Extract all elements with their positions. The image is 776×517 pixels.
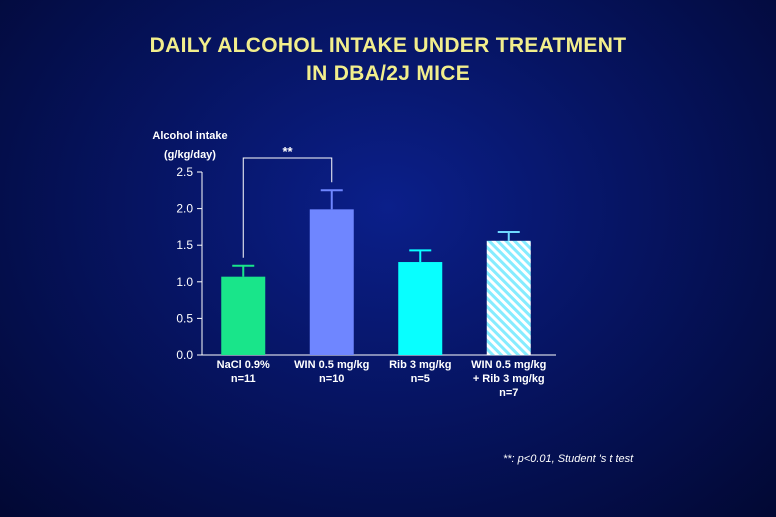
bar-4 [486,240,531,355]
category-label-2: WIN 0.5 mg/kg [294,359,369,371]
bar-1 [221,276,266,355]
category-label-3: Rib 3 mg/kg [389,359,451,371]
title-line-2: IN DBA/2J MICE [305,62,471,85]
category-label-4: n=7 [499,387,518,399]
bar-3 [398,262,443,355]
category-label-4: WIN 0.5 mg/kg [471,359,546,371]
category-label-2: n=10 [319,373,344,385]
y-tick-label: 2.5 [176,165,193,179]
significance-bracket [242,157,333,258]
y-tick-label: 0.5 [176,311,193,325]
category-label-1: NaCl 0.9% [217,359,270,371]
y-tick-label: 1.0 [176,275,193,289]
y-axis-label-line1: Alcohol intake [152,130,227,142]
bar-2 [309,209,354,355]
footnote: **: p<0.01, Student 's t test [503,453,634,465]
category-label-3: n=5 [411,373,430,385]
title-line-1: DAILY ALCOHOL INTAKE UNDER TREATMENT [149,34,627,57]
y-tick-label: 1.5 [176,238,193,252]
significance-label: ** [282,144,293,159]
category-label-4: + Rib 3 mg/kg [473,373,545,385]
y-tick-label: 0.0 [176,348,193,362]
y-axis-label-line2: (g/kg/day) [164,149,216,161]
y-tick-label: 2.0 [176,202,193,216]
category-label-1: n=11 [231,373,256,385]
